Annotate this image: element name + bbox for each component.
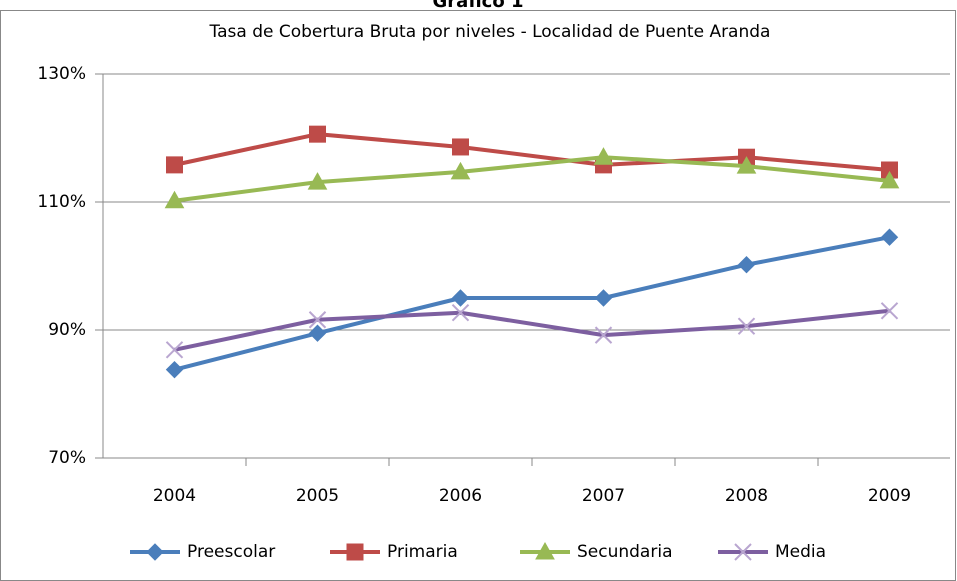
legend-label: Preescolar bbox=[187, 542, 275, 562]
legend-label: Media bbox=[775, 542, 826, 562]
data-point bbox=[308, 324, 327, 342]
x-tick-label: 2009 bbox=[868, 486, 911, 506]
data-point bbox=[879, 170, 900, 189]
caption: Gráfico 1 bbox=[433, 0, 524, 12]
x-tick-label: 2007 bbox=[582, 486, 625, 506]
legend-marker bbox=[146, 543, 164, 561]
data-point bbox=[165, 360, 184, 379]
data-point bbox=[164, 190, 185, 209]
data-point bbox=[166, 156, 183, 174]
data-point bbox=[309, 125, 326, 143]
data-point bbox=[450, 161, 471, 180]
data-point bbox=[736, 156, 757, 174]
y-tick-label: 130% bbox=[37, 64, 86, 84]
data-point bbox=[737, 256, 756, 274]
x-tick-label: 2004 bbox=[153, 486, 196, 506]
data-point bbox=[737, 317, 756, 335]
data-point bbox=[165, 341, 184, 359]
series-line bbox=[174, 235, 890, 372]
data-point bbox=[594, 326, 613, 344]
x-tick-label: 2005 bbox=[296, 486, 339, 506]
legend-marker bbox=[734, 543, 752, 561]
y-tick-label: 70% bbox=[48, 448, 86, 468]
y-tick-label: 90% bbox=[48, 320, 86, 340]
legend-label: Secundaria bbox=[577, 542, 672, 562]
data-point bbox=[307, 172, 328, 190]
data-point bbox=[880, 228, 899, 246]
legend-marker bbox=[346, 543, 364, 561]
chart-title: Tasa de Cobertura Bruta por niveles - Lo… bbox=[209, 22, 771, 42]
y-tick-label: 110% bbox=[37, 192, 86, 212]
data-point bbox=[451, 289, 470, 307]
data-point bbox=[452, 138, 469, 156]
chart-frame bbox=[0, 10, 956, 581]
legend-label: Primaria bbox=[387, 542, 458, 562]
series-line bbox=[174, 308, 890, 352]
data-point bbox=[594, 289, 613, 307]
data-point bbox=[451, 304, 470, 322]
legend-marker bbox=[535, 541, 555, 560]
data-point bbox=[308, 311, 327, 329]
data-point bbox=[880, 302, 899, 320]
series-line bbox=[174, 155, 890, 203]
x-tick-label: 2008 bbox=[725, 486, 768, 506]
series-line bbox=[174, 132, 890, 172]
x-tick-label: 2006 bbox=[439, 486, 482, 506]
data-point bbox=[593, 147, 614, 165]
